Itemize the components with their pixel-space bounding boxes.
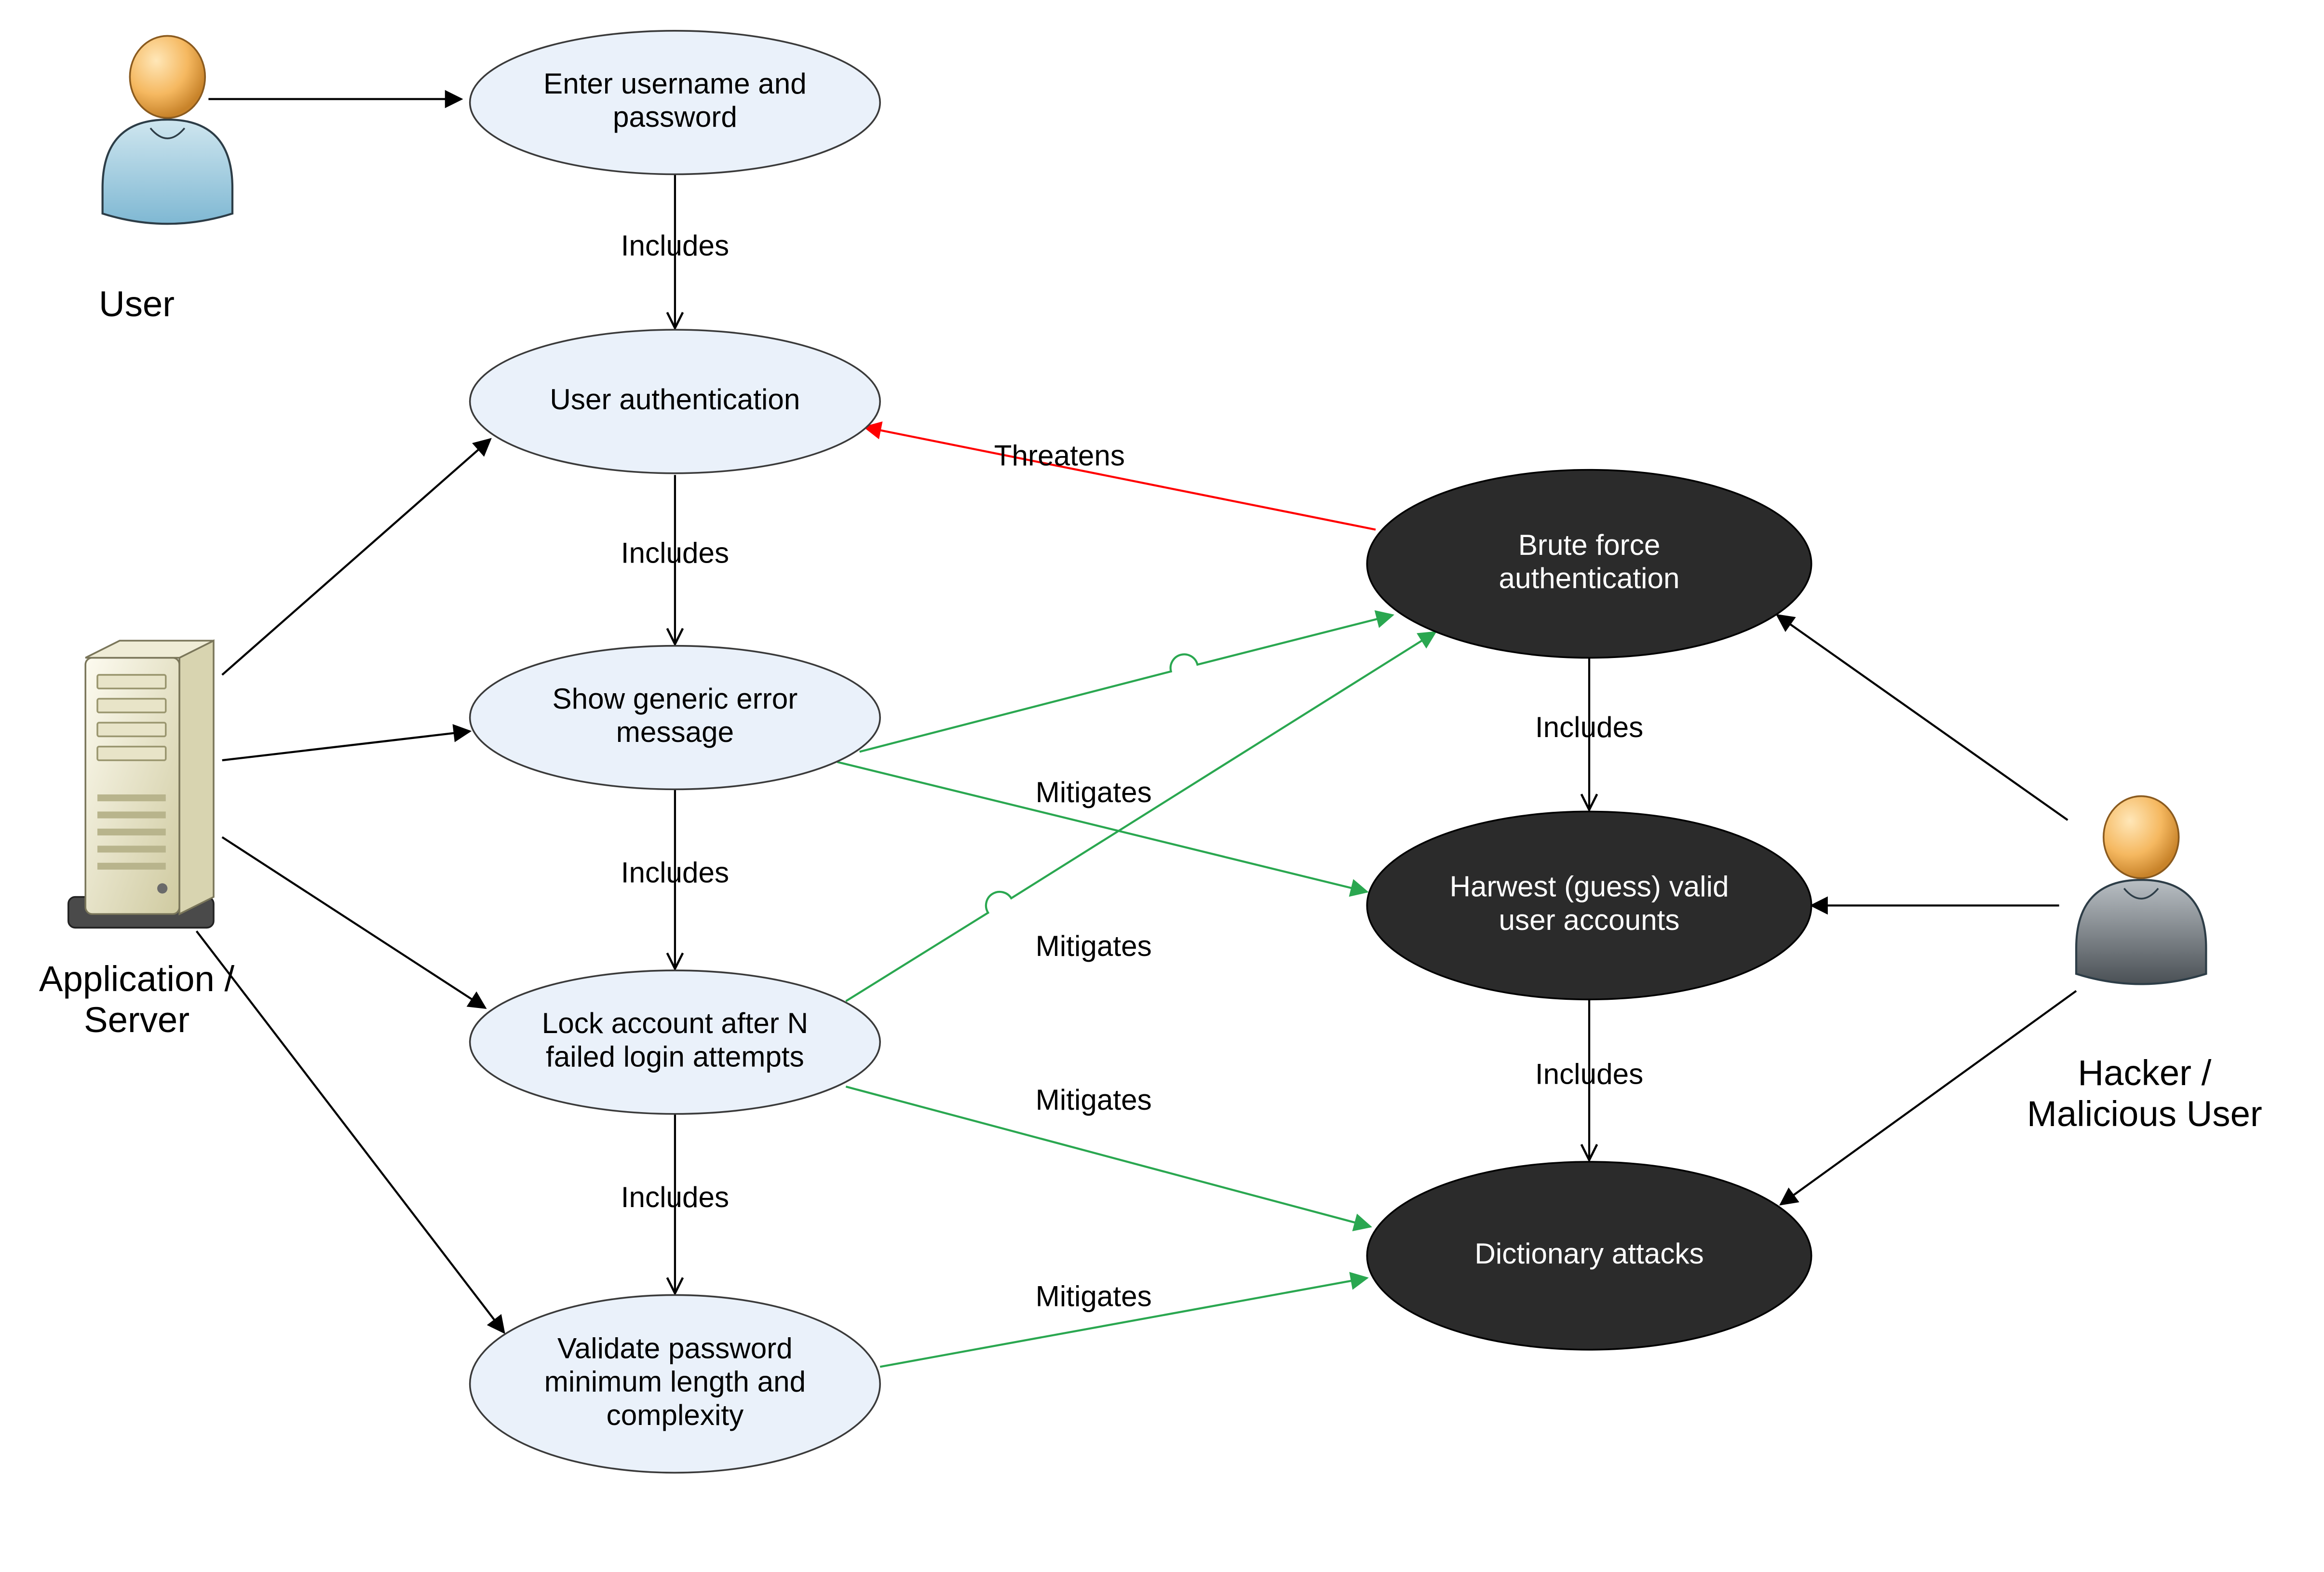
edge-server-to-lock: [222, 837, 486, 1008]
edge-label-generic-to-lock: Includes: [621, 856, 729, 888]
edge-generic-to-brute: [860, 615, 1393, 752]
node-lock-label-0: Lock account after N: [542, 1007, 808, 1039]
node-generic-label-1: message: [616, 715, 734, 748]
edge-label-brute-to-harvest: Includes: [1535, 711, 1643, 743]
edge-label-auth-to-generic: Includes: [621, 537, 729, 569]
edge-label-lock-to-validate: Includes: [621, 1181, 729, 1213]
user-actor-label: User: [99, 284, 175, 324]
node-harvest-label-0: Harwest (guess) valid: [1449, 870, 1729, 903]
node-brute-label-0: Brute force: [1518, 528, 1661, 561]
node-brute-label-1: authentication: [1499, 562, 1679, 594]
edge-server-to-generic: [222, 731, 470, 760]
server-actor-icon: [68, 641, 214, 927]
node-validate-label-2: complexity: [607, 1398, 744, 1431]
node-lock-label-1: failed login attempts: [546, 1040, 804, 1073]
hacker-actor-icon: [2076, 796, 2206, 984]
edge-hacker-to-brute: [1777, 615, 2067, 820]
server-actor-label-0: Application /: [39, 959, 235, 999]
edge-server-to-auth: [222, 439, 490, 675]
edge-label-lock-to-dict: Mitigates: [1036, 1083, 1152, 1116]
node-auth-label-0: User authentication: [550, 383, 800, 416]
edge-label-enter-to-auth: Includes: [621, 229, 729, 262]
edge-label-generic-to-brute: Mitigates: [1036, 776, 1152, 808]
security-usecase-diagram: Includes Includes Includes Includes Threaten…: [0, 0, 2324, 1572]
hacker-actor-label-1: Malicious User: [2027, 1094, 2262, 1134]
edge-label-validate-to-dict: Mitigates: [1036, 1279, 1152, 1312]
user-actor-icon: [103, 36, 232, 224]
node-enter-label-1: password: [613, 100, 737, 133]
hacker-actor-label-0: Hacker /: [2078, 1053, 2211, 1093]
edge-label-harvest-to-dict: Includes: [1535, 1058, 1643, 1090]
node-enter-label-0: Enter username and: [543, 67, 807, 100]
node-dict-label-0: Dictionary attacks: [1474, 1237, 1703, 1270]
node-harvest-label-1: user accounts: [1499, 903, 1680, 936]
edge-label-generic-to-harvest: Mitigates: [1036, 929, 1152, 962]
node-validate-label-0: Validate password: [557, 1331, 793, 1364]
node-validate-label-1: minimum length and: [544, 1365, 806, 1398]
server-actor-label-1: Server: [84, 1000, 189, 1040]
edge-label-brute-to-auth: Threatens: [994, 439, 1125, 472]
node-generic-label-0: Show generic error: [552, 682, 797, 715]
